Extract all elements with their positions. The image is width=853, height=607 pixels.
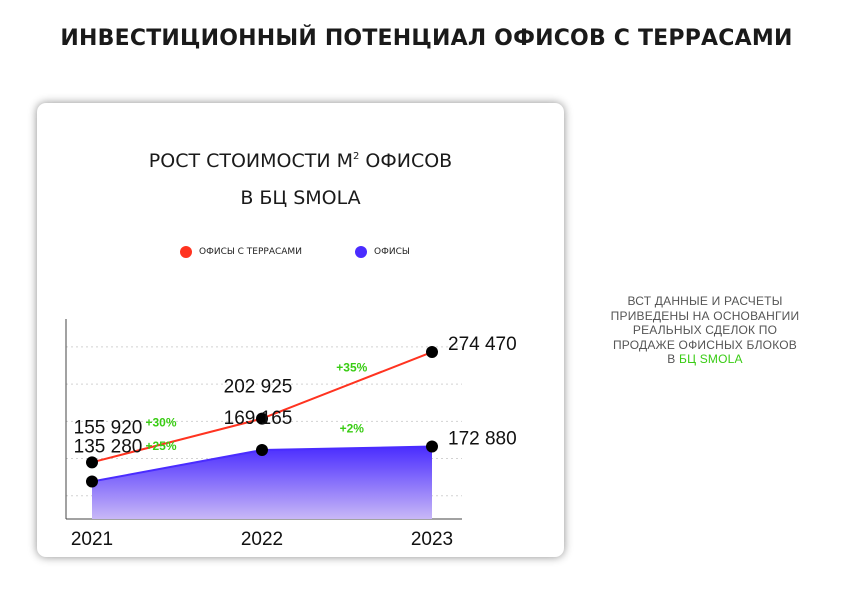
- value-label-offices: 135 280: [74, 437, 143, 458]
- note-line-5: В БЦ SMOLA: [667, 352, 743, 366]
- legend-item-terraces: ОФИСЫ С ТЕРРАСАМИ: [180, 245, 302, 259]
- chart-title-line-2: В БЦ SMOLA: [240, 187, 361, 209]
- note-line-3: РЕАЛЬНЫХ СДЕЛОК ПО: [632, 323, 778, 337]
- x-tick-label: 2021: [71, 529, 113, 550]
- series-offices-area: [92, 446, 432, 519]
- legend-label-terraces: ОФИСЫ С ТЕРРАСАМИ: [199, 247, 302, 257]
- growth-label-offices: +2%: [340, 421, 365, 435]
- note-line-4: ПРОДАЖЕ ОФИСНЫХ БЛОКОВ: [612, 337, 798, 352]
- legend-label-offices: ОФИСЫ: [374, 247, 410, 257]
- chart-card: РОСТ СТОИМОСТИ М2 ОФИСОВ В БЦ SMOLA ОФИС…: [37, 103, 564, 557]
- x-tick-label: 2022: [241, 529, 283, 550]
- x-tick-label: 2023: [411, 529, 453, 550]
- note-line-2: ПРИВЕДЕНЫ НА ОСНОВАНГИИ: [610, 308, 800, 323]
- value-label-terraces: 155 920: [74, 417, 143, 438]
- point-terraces: [426, 346, 438, 359]
- legend-item-offices: ОФИСЫ: [355, 245, 410, 259]
- note-highlight: БЦ SMOLA: [679, 352, 743, 366]
- legend-dot-offices: [355, 246, 367, 258]
- point-offices: [86, 475, 98, 488]
- value-label-offices: 172 880: [448, 429, 517, 450]
- page-title: ИНВЕСТИЦИОННЫЙ ПОТЕНЦИАЛ ОФИСОВ С ТЕРРАС…: [60, 26, 793, 51]
- chart-title-line-1: РОСТ СТОИМОСТИ М2 ОФИСОВ: [148, 150, 453, 172]
- point-offices: [426, 440, 438, 453]
- note-line-1: ВСТ ДАННЫЕ И РАСЧЕТЫ: [627, 294, 783, 308]
- value-label-terraces: 274 470: [448, 334, 517, 355]
- legend-dot-terraces: [180, 246, 192, 258]
- point-terraces: [86, 456, 98, 469]
- point-offices: [256, 444, 268, 457]
- data-source-note: ВСТ ДАННЫЕ И РАСЧЕТЫ ПРИВЕДЕНЫ НА ОСНОВА…: [590, 294, 820, 367]
- value-label-terraces: 202 925: [224, 377, 293, 398]
- growth-label-offices: +25%: [145, 439, 176, 453]
- value-label-offices: 169 165: [224, 408, 293, 429]
- growth-label-terraces: +30%: [145, 415, 176, 429]
- line-chart: 2021 2022 2023 155 920 202 925 274 470 135 280…: [65, 319, 517, 550]
- point-terraces: [256, 412, 268, 425]
- growth-label-terraces: +35%: [336, 360, 367, 374]
